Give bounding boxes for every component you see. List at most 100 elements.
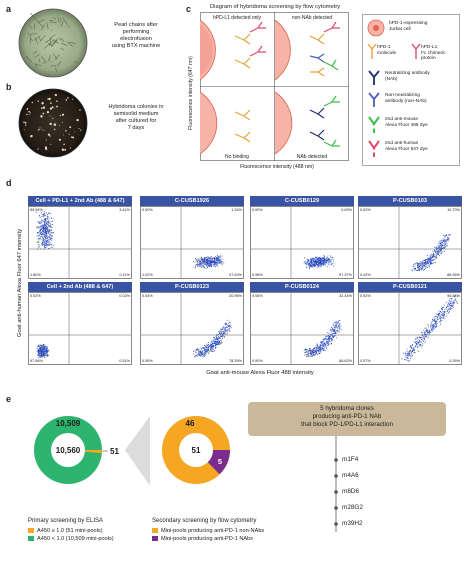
legend-line: protein: [421, 56, 446, 62]
facs-plot: C-CUSB0129 0.00% 0.63% 0.96% 97.37%: [250, 196, 354, 279]
caption-line: electrofusion: [96, 36, 176, 43]
donut1-callout: 51: [110, 447, 119, 456]
panel-e-label: e: [6, 394, 11, 404]
legend-swatch: [152, 528, 158, 533]
jurkat-cell-icon: [367, 19, 385, 37]
primary-legend: A450 ≥ 1.0 (51 mini-pools) A450 < 1.0 (1…: [28, 528, 114, 542]
quadrant-value: 1.02%: [142, 273, 153, 277]
primary-title: Primary screening by ELISA: [28, 518, 103, 524]
secondary-legend: Mini-pools producing anti-PD-1 non-NAbs …: [152, 528, 264, 542]
quadrant-value: 0.02%: [119, 294, 130, 298]
quadrant-value: 0.96%: [252, 273, 263, 277]
donut2-center-value: 51: [192, 446, 201, 455]
quadrant-value: 97.37%: [339, 273, 352, 277]
facs-plot: P-CUSB0103 0.92% 10.70% 0.42% 88.96%: [358, 196, 462, 279]
facs-plot-title: C-CUSB0129: [250, 196, 354, 206]
quad-label-br: NAb detected: [297, 154, 328, 160]
quadrant-value: 96.84%: [447, 294, 460, 298]
legend-text: A450 < 1.0 (10,509 mini-pools): [37, 536, 114, 542]
panel-d-label: d: [6, 178, 12, 188]
quadrant-value: 0.59%: [142, 359, 153, 363]
donut1-outer-value: 10,509: [56, 419, 81, 428]
quad-label-tr: non-NAb detected: [292, 15, 333, 21]
callout-box: 5 hybridoma clones producing anti-PD-1 N…: [248, 402, 446, 436]
quadrant-value: 0.00%: [142, 208, 153, 212]
legend-text: Mini-pools producing anti-PD-1 NAbs: [161, 536, 253, 542]
panel-c-ylabel: Fluorescence intensity (647 nm): [188, 28, 194, 158]
quadrant-value: 0.00%: [252, 208, 263, 212]
legend-nab: Neutralizing antibody (NAb): [385, 71, 430, 82]
legend-line: (NAb): [385, 77, 430, 83]
anti-human-icon: [367, 139, 381, 157]
pdl1-fc-icon: [411, 43, 421, 59]
quad-label-tl: hPD-L1 detected only: [213, 15, 262, 21]
legend-anti-human: 2nd anti-human Alexa Fluor 647 dye: [385, 141, 428, 152]
clone-item: m4A6: [342, 472, 359, 479]
callout-line: producing anti-PD-1 NAb: [248, 413, 446, 421]
quadrant-value: 0.26%: [449, 359, 460, 363]
legend-anti-mouse: 2nd anti-mouse Alexa Fluor 488 dye: [385, 117, 428, 128]
panel-d-ylabel: Goat anti-human Alexa Fluor 647 intensit…: [17, 193, 23, 373]
quadrant-value: 0.92%: [360, 208, 371, 212]
clone-list: m1F4 m4A6 m8D6 m28G2 m39H2: [328, 436, 408, 536]
caption-line: after cultured for: [96, 118, 176, 125]
quadrant-value: 88.96%: [447, 273, 460, 277]
microscope-image-b: [18, 88, 88, 158]
panel-a-label: a: [6, 4, 11, 14]
quadrant-value: 78.39%: [229, 359, 242, 363]
microscope-image-a: [18, 8, 88, 78]
legend-text: A450 ≥ 1.0 (51 mini-pools): [37, 528, 103, 534]
panel-d-xlabel: Goat anti-mouse Alexa Fluor 488 intensit…: [150, 370, 370, 376]
legend-swatch: [28, 528, 34, 533]
quad-label-bl: No binding: [225, 154, 249, 160]
caption-line: 7 days: [96, 125, 176, 132]
legend-line: Jurkat cell: [389, 27, 427, 33]
callout-line: 5 hybridoma clones: [248, 405, 446, 413]
facs-plot-area: 0.02% 0.02% 97.96% 0.51%: [28, 292, 132, 365]
facs-plot: Cell + 2nd Ab (488 & 647) 0.02% 0.02% 97.96…: [28, 282, 132, 365]
legend-line: hPD-1-expressing: [389, 21, 427, 27]
panel-d-ylabel-wrap: Goat anti-human Alexa Fluor 647 intensit…: [14, 196, 26, 376]
clone-item: m1F4: [342, 456, 358, 463]
quadrant-value: 1.80%: [30, 273, 41, 277]
quadrant-value: 89.94%: [30, 208, 43, 212]
clone-item: m8D6: [342, 488, 359, 495]
quadrant-value: 10.70%: [447, 208, 460, 212]
facs-plot: P-CUSB0124 0.06% 32.44% 0.90% 66.62%: [250, 282, 354, 365]
legend-pdl1: hPD-L1 Fc chimeric protein: [421, 45, 446, 62]
quadrant-value: 1.34%: [231, 208, 242, 212]
quadrant-value: 32.44%: [339, 294, 352, 298]
callout-line: that block PD-1/PD-L1 interaction: [248, 421, 446, 429]
panel-c-diagram: hPD-L1 detected only non-NAb detected No…: [200, 12, 366, 168]
nab-icon: [367, 69, 381, 85]
facs-plot-area: 0.92% 10.70% 0.42% 88.96%: [358, 206, 462, 279]
facs-plot-title: P-CUSB0103: [358, 196, 462, 206]
donut2-top-value: 46: [186, 419, 195, 428]
panel-c-xlabel: Fluorescence intensity (488 nm): [222, 164, 332, 170]
panel-a-caption: Pearl chains after performing electrofus…: [96, 22, 176, 50]
caption-line: semisolid medium: [96, 111, 176, 118]
donut2-slice-value: 5: [218, 457, 222, 466]
facs-plot-area: 89.94% 3.41% 1.80% 0.11%: [28, 206, 132, 279]
facs-plot: C-CUSB1926 0.00% 1.34% 1.02% 97.63%: [140, 196, 244, 279]
quadrant-value: 0.90%: [252, 359, 263, 363]
quadrant-value: 3.41%: [119, 208, 130, 212]
quadrant-value: 0.92%: [360, 294, 371, 298]
legend-jurkat: hPD-1-expressing Jurkat cell: [389, 21, 427, 32]
facs-plot: P-CUSB0121 0.92% 96.84% 0.57% 0.26%: [358, 282, 462, 365]
quadrant-value: 0.51%: [119, 359, 130, 363]
facs-plot-title: C-CUSB1926: [140, 196, 244, 206]
facs-plot-area: 0.04% 20.96% 0.59% 78.39%: [140, 292, 244, 365]
quadrant-value: 0.06%: [252, 294, 263, 298]
anti-mouse-icon: [367, 115, 381, 133]
panel-c-ylabel-wrap: Fluorescence intensity (647 nm): [186, 30, 196, 160]
panel-b-caption: Hybridoma colonies in semisolid medium a…: [96, 104, 176, 132]
facs-plot-title: Cell + PD-L1 + 2nd Ab (488 & 647): [28, 196, 132, 206]
legend-swatch: [152, 536, 158, 541]
facs-plot: Cell + PD-L1 + 2nd Ab (488 & 647) 89.94% 3…: [28, 196, 132, 279]
legend-swatch: [28, 536, 34, 541]
facs-plot-title: P-CUSB0123: [140, 282, 244, 292]
quadrant-value: 0.42%: [360, 273, 371, 277]
legend-line: Alexa Fluor 647 dye: [385, 147, 428, 153]
facs-plot-area: 0.00% 1.34% 1.02% 97.63%: [140, 206, 244, 279]
